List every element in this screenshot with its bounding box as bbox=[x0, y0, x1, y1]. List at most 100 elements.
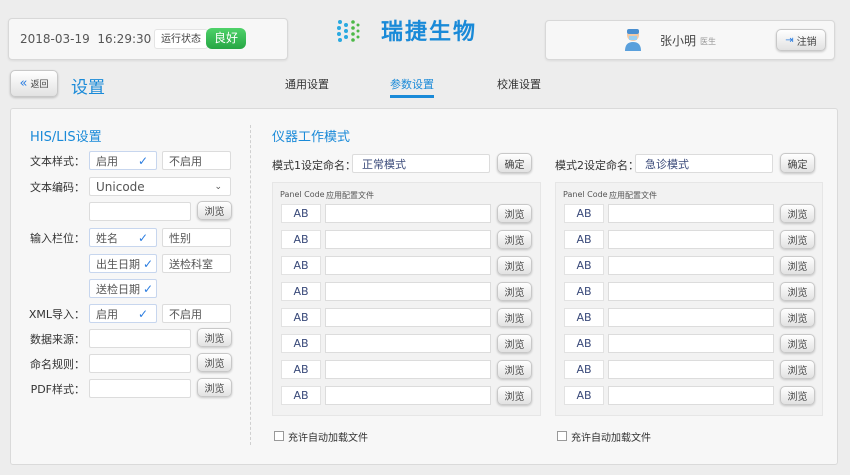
config-browse-button[interactable]: 浏览 bbox=[780, 360, 815, 379]
logo-icon bbox=[337, 20, 360, 42]
panel-code-field[interactable]: AB bbox=[281, 282, 321, 301]
panel-code-field[interactable]: AB bbox=[564, 204, 604, 223]
config-file-input[interactable] bbox=[608, 334, 774, 353]
panel-code-field[interactable]: AB bbox=[281, 204, 321, 223]
mode1-name-value: 正常模式 bbox=[362, 157, 406, 171]
encoding-select[interactable]: Unicode ⌄ bbox=[89, 177, 231, 196]
brand-name: 瑞捷生物 bbox=[381, 20, 478, 45]
config-file-input[interactable] bbox=[608, 256, 774, 275]
panel-code-field[interactable]: AB bbox=[564, 334, 604, 353]
mode2-auto-load-checkbox[interactable] bbox=[557, 431, 567, 441]
config-file-input[interactable] bbox=[608, 308, 774, 327]
mode1-name-input[interactable]: 正常模式 bbox=[352, 154, 490, 173]
config-file-input[interactable] bbox=[325, 360, 491, 379]
config-file-input[interactable] bbox=[608, 230, 774, 249]
option-label: 性别 bbox=[169, 231, 191, 245]
text-style-label: 文本样式： bbox=[30, 155, 85, 168]
chevron-down-icon: ⌄ bbox=[214, 181, 222, 192]
panel-code-field[interactable]: AB bbox=[281, 386, 321, 405]
pdf-label: PDF样式： bbox=[30, 383, 85, 396]
back-button[interactable]: «返回 bbox=[10, 70, 58, 97]
config-browse-button[interactable]: 浏览 bbox=[497, 282, 532, 301]
config-file-input[interactable] bbox=[325, 256, 491, 275]
config-browse-button[interactable]: 浏览 bbox=[497, 204, 532, 223]
config-file-input[interactable] bbox=[608, 282, 774, 301]
config-browse-button[interactable]: 浏览 bbox=[780, 230, 815, 249]
config-file-input[interactable] bbox=[325, 308, 491, 327]
pdf-input[interactable] bbox=[89, 379, 191, 398]
naming-input[interactable] bbox=[89, 354, 191, 373]
pdf-browse-button[interactable]: 浏览 bbox=[197, 378, 232, 397]
mode1-confirm-button[interactable]: 确定 bbox=[497, 153, 532, 173]
config-browse-button[interactable]: 浏览 bbox=[497, 256, 532, 275]
config-file-input[interactable] bbox=[608, 360, 774, 379]
check-icon: ✓ bbox=[142, 281, 153, 296]
panel-code-field[interactable]: AB bbox=[281, 360, 321, 379]
config-file-input[interactable] bbox=[325, 230, 491, 249]
fields-label: 输入栏位： bbox=[30, 232, 85, 245]
check-icon: ✓ bbox=[137, 153, 148, 168]
panel-code-field[interactable]: AB bbox=[281, 256, 321, 275]
panel-code-field[interactable]: AB bbox=[281, 334, 321, 353]
config-browse-button[interactable]: 浏览 bbox=[497, 386, 532, 405]
encoding-file-input[interactable] bbox=[89, 202, 191, 221]
config-browse-button[interactable]: 浏览 bbox=[780, 386, 815, 405]
mode1-auto-load-checkbox[interactable] bbox=[274, 431, 284, 441]
config-file-input[interactable] bbox=[608, 204, 774, 223]
config-file-input[interactable] bbox=[608, 386, 774, 405]
tab-params[interactable]: 参数设置 bbox=[390, 76, 434, 98]
modes-title: 仪器工作模式 bbox=[272, 130, 351, 145]
config-browse-button[interactable]: 浏览 bbox=[497, 334, 532, 353]
option-label: 不启用 bbox=[169, 154, 202, 168]
panel-code-field[interactable]: AB bbox=[564, 256, 604, 275]
field-gender[interactable]: 性别 bbox=[162, 228, 231, 247]
encoding-browse-button[interactable]: 浏览 bbox=[197, 201, 232, 220]
xml-disable[interactable]: 不启用 bbox=[162, 304, 231, 323]
panel-code-field[interactable]: AB bbox=[281, 230, 321, 249]
field-test-date[interactable]: 送检日期 ✓ bbox=[89, 279, 157, 298]
field-department[interactable]: 送检科室 bbox=[162, 254, 231, 273]
data-source-browse-button[interactable]: 浏览 bbox=[197, 328, 232, 347]
xml-enable[interactable]: 启用 ✓ bbox=[89, 304, 157, 323]
his-title: HIS/LIS设置 bbox=[30, 130, 102, 145]
logout-icon: ⇥ bbox=[785, 34, 794, 46]
status-label: 运行状态 bbox=[154, 29, 208, 49]
mode2-col-file: 应用配置文件 bbox=[609, 191, 657, 200]
field-name[interactable]: 姓名 ✓ bbox=[89, 228, 157, 247]
datetime: 2018-03-19 16:29:30 bbox=[20, 32, 152, 46]
field-birthdate[interactable]: 出生日期 ✓ bbox=[89, 254, 157, 273]
tab-calibration[interactable]: 校准设置 bbox=[497, 78, 541, 91]
panel-code-field[interactable]: AB bbox=[564, 230, 604, 249]
panel-code-field[interactable]: AB bbox=[281, 308, 321, 327]
config-file-input[interactable] bbox=[325, 386, 491, 405]
mode1-auto-load-label: 充许自动加载文件 bbox=[288, 433, 368, 444]
mode2-confirm-button[interactable]: 确定 bbox=[780, 153, 815, 173]
config-browse-button[interactable]: 浏览 bbox=[780, 308, 815, 327]
config-browse-button[interactable]: 浏览 bbox=[497, 360, 532, 379]
text-style-enable[interactable]: 启用 ✓ bbox=[89, 151, 157, 170]
xml-label: XML导入： bbox=[28, 308, 85, 321]
tab-general[interactable]: 通用设置 bbox=[285, 78, 329, 91]
status-badge: 良好 bbox=[206, 28, 246, 49]
config-file-input[interactable] bbox=[325, 204, 491, 223]
logout-button[interactable]: ⇥ 注销 bbox=[776, 29, 826, 51]
panel-code-field[interactable]: AB bbox=[564, 386, 604, 405]
config-browse-button[interactable]: 浏览 bbox=[780, 204, 815, 223]
config-browse-button[interactable]: 浏览 bbox=[497, 308, 532, 327]
mode2-col-code: Panel Code bbox=[563, 190, 608, 199]
mode2-name-input[interactable]: 急诊模式 bbox=[635, 154, 773, 173]
panel-code-field[interactable]: AB bbox=[564, 282, 604, 301]
config-browse-button[interactable]: 浏览 bbox=[780, 282, 815, 301]
panel-code-field[interactable]: AB bbox=[564, 308, 604, 327]
config-file-input[interactable] bbox=[325, 334, 491, 353]
text-style-disable[interactable]: 不启用 bbox=[162, 151, 231, 170]
logout-label: 注销 bbox=[796, 36, 817, 48]
panel-code-field[interactable]: AB bbox=[564, 360, 604, 379]
config-file-input[interactable] bbox=[325, 282, 491, 301]
config-browse-button[interactable]: 浏览 bbox=[780, 334, 815, 353]
naming-browse-button[interactable]: 浏览 bbox=[197, 353, 232, 372]
config-browse-button[interactable]: 浏览 bbox=[780, 256, 815, 275]
data-source-input[interactable] bbox=[89, 329, 191, 348]
config-browse-button[interactable]: 浏览 bbox=[497, 230, 532, 249]
data-source-label: 数据来源： bbox=[30, 333, 85, 346]
